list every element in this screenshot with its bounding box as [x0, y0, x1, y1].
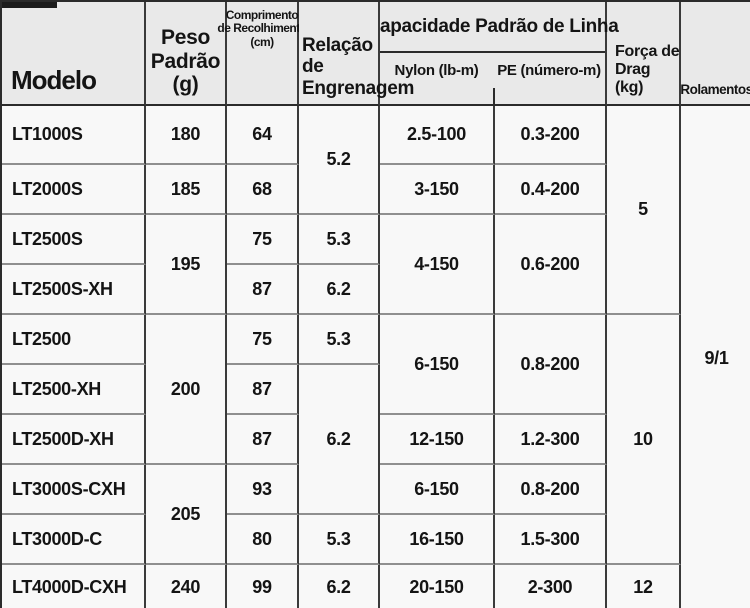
cell-nylon: 12-150	[380, 415, 495, 465]
header-peso-padrao: Peso Padrão (g)	[146, 2, 227, 106]
header-rel-line2: de	[302, 56, 324, 78]
cell-peso: 200	[146, 315, 227, 465]
cell-nylon: 20-150	[380, 565, 495, 608]
cell-comprimento: 75	[227, 315, 299, 365]
cell-nylon: 6-150	[380, 465, 495, 515]
cell-model: LT3000S-CXH	[2, 465, 146, 515]
header-rolamentos: Rolamentos	[680, 2, 750, 106]
cell-pe: 2-300	[495, 565, 607, 608]
cell-nylon: 4-150	[380, 215, 495, 315]
cell-comprimento: 93	[227, 465, 299, 515]
cell-comprimento: 64	[227, 106, 299, 165]
header-forca-drag: Força de Drag (kg)	[607, 2, 681, 106]
cell-drag: 10	[607, 315, 681, 565]
cell-pe: 0.6-200	[495, 215, 607, 315]
cell-pe: 0.4-200	[495, 165, 607, 215]
cell-comprimento: 87	[227, 365, 299, 415]
cell-peso: 205	[146, 465, 227, 565]
header-comp-line3: (cm)	[250, 34, 274, 49]
header-capacidade-subrow: Nylon (lb-m) PE (número-m)	[380, 53, 605, 104]
header-drag-line1: Força de	[615, 43, 680, 61]
cell-comprimento: 68	[227, 165, 299, 215]
cell-nylon: 3-150	[380, 165, 495, 215]
header-comp-line1: Comprimento	[225, 8, 299, 22]
cell-pe: 0.8-200	[495, 465, 607, 515]
cell-pe: 1.5-300	[495, 515, 607, 565]
cell-model: LT2500	[2, 315, 146, 365]
cell-model: LT2500S-XH	[2, 265, 146, 315]
cell-nylon: 16-150	[380, 515, 495, 565]
cell-drag: 12	[607, 565, 681, 608]
header-rel-line1: Relação	[302, 35, 373, 57]
header-pe: PE (número-m)	[497, 62, 601, 79]
header-modelo: Modelo	[2, 2, 146, 106]
header-relacao-engrenagem: Relação de Engrenagem	[299, 2, 414, 106]
cell-drag: 5	[607, 106, 681, 315]
cell-relacao: 6.2	[299, 565, 380, 608]
cell-model: LT4000D-CXH	[2, 565, 146, 608]
cell-rolamentos: 9/1	[704, 347, 729, 368]
cell-comprimento: 80	[227, 515, 299, 565]
cell-model: LT3000D-C	[2, 515, 146, 565]
cell-relacao: 6.2	[299, 365, 380, 515]
cell-peso: 195	[146, 215, 227, 315]
cell-peso: 240	[146, 565, 227, 608]
cell-peso: 185	[146, 165, 227, 215]
cell-relacao: 5.3	[299, 515, 380, 565]
header-capacidade-title: Capacidade Padrão de Linha	[367, 2, 619, 53]
header-drag-line3: (kg)	[615, 79, 644, 97]
cell-peso: 180	[146, 106, 227, 165]
nylon-pe-divider	[493, 88, 495, 104]
cell-comprimento: 75	[227, 215, 299, 265]
cell-comprimento: 87	[227, 415, 299, 465]
header-drag-line2: Drag	[615, 61, 651, 79]
header-capacidade-group: Capacidade Padrão de Linha Nylon (lb-m) …	[367, 2, 619, 106]
cell-relacao: 5.3	[299, 315, 380, 365]
cell-comprimento: 99	[227, 565, 299, 608]
cell-pe: 0.3-200	[495, 106, 607, 165]
header-peso-line2: Padrão	[150, 49, 221, 73]
header-nylon: Nylon (lb-m)	[394, 62, 479, 79]
cell-nylon: 2.5-100	[380, 106, 495, 165]
cell-relacao: 6.2	[299, 265, 380, 315]
cell-model: LT2500S	[2, 215, 146, 265]
cell-model: LT2500D-XH	[2, 415, 146, 465]
header-peso-line1: Peso	[161, 26, 210, 50]
cell-pe: 0.8-200	[495, 315, 607, 415]
cell-pe: 1.2-300	[495, 415, 607, 465]
cell-model: LT1000S	[2, 106, 146, 165]
header-rel-line3: Engrenagem	[302, 77, 415, 99]
top-left-border-fragment	[2, 2, 57, 8]
header-peso-line3: (g)	[172, 73, 199, 97]
cell-relacao: 5.2	[299, 106, 380, 215]
cell-model: LT2500-XH	[2, 365, 146, 415]
cell-relacao: 5.3	[299, 215, 380, 265]
cell-comprimento: 87	[227, 265, 299, 315]
header-comprimento: Comprimento de Recolhimento (cm)	[217, 2, 307, 106]
cell-model: LT2000S	[2, 165, 146, 215]
cell-nylon: 6-150	[380, 315, 495, 415]
header-comp-line2: de Recolhimento	[217, 21, 307, 36]
